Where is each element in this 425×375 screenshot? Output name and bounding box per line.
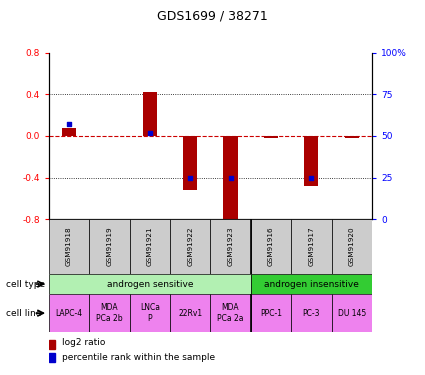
Bar	[210, 219, 251, 274]
Text: GSM91917: GSM91917	[308, 227, 314, 266]
Bar	[264, 136, 278, 138]
Bar	[345, 136, 359, 138]
Bar	[332, 294, 372, 332]
Bar	[224, 136, 238, 222]
Point	[227, 175, 234, 181]
Point	[146, 130, 153, 136]
Bar	[210, 294, 251, 332]
Bar	[130, 294, 170, 332]
Bar	[183, 136, 197, 190]
Bar	[251, 274, 372, 294]
Bar	[291, 294, 332, 332]
Bar	[62, 128, 76, 136]
Text: DU 145: DU 145	[337, 309, 366, 318]
Text: GSM91919: GSM91919	[106, 227, 113, 266]
Text: percentile rank within the sample: percentile rank within the sample	[62, 353, 215, 362]
Bar	[170, 219, 210, 274]
Point	[65, 121, 72, 127]
Text: GSM91921: GSM91921	[147, 227, 153, 266]
Bar	[130, 219, 170, 274]
Text: cell line: cell line	[6, 309, 42, 318]
Text: GDS1699 / 38271: GDS1699 / 38271	[157, 9, 268, 22]
Bar	[304, 136, 318, 186]
Text: PC-3: PC-3	[303, 309, 320, 318]
Bar	[251, 294, 291, 332]
Bar	[89, 294, 130, 332]
Text: GSM91923: GSM91923	[227, 227, 234, 266]
Text: MDA
PCa 2b: MDA PCa 2b	[96, 303, 123, 323]
Text: LAPC-4: LAPC-4	[56, 309, 82, 318]
Bar	[49, 219, 89, 274]
Text: GSM91920: GSM91920	[348, 227, 355, 266]
Text: cell type: cell type	[6, 280, 45, 289]
Text: log2 ratio: log2 ratio	[62, 338, 105, 347]
Text: GSM91918: GSM91918	[66, 227, 72, 266]
Text: LNCa
P: LNCa P	[140, 303, 160, 323]
Text: androgen sensitive: androgen sensitive	[107, 280, 193, 289]
Point	[187, 175, 193, 181]
Text: androgen insensitive: androgen insensitive	[264, 280, 359, 289]
Text: MDA
PCa 2a: MDA PCa 2a	[217, 303, 244, 323]
Bar	[49, 339, 55, 348]
Bar	[251, 219, 291, 274]
Point	[308, 175, 314, 181]
Bar	[143, 92, 157, 136]
Bar	[170, 294, 210, 332]
Bar	[332, 219, 372, 274]
Text: PPC-1: PPC-1	[260, 309, 282, 318]
Text: 22Rv1: 22Rv1	[178, 309, 202, 318]
Bar	[89, 219, 130, 274]
Bar	[49, 294, 89, 332]
Bar	[49, 353, 55, 362]
Bar	[291, 219, 332, 274]
Text: GSM91922: GSM91922	[187, 227, 193, 266]
Bar	[49, 274, 251, 294]
Text: GSM91916: GSM91916	[268, 227, 274, 266]
